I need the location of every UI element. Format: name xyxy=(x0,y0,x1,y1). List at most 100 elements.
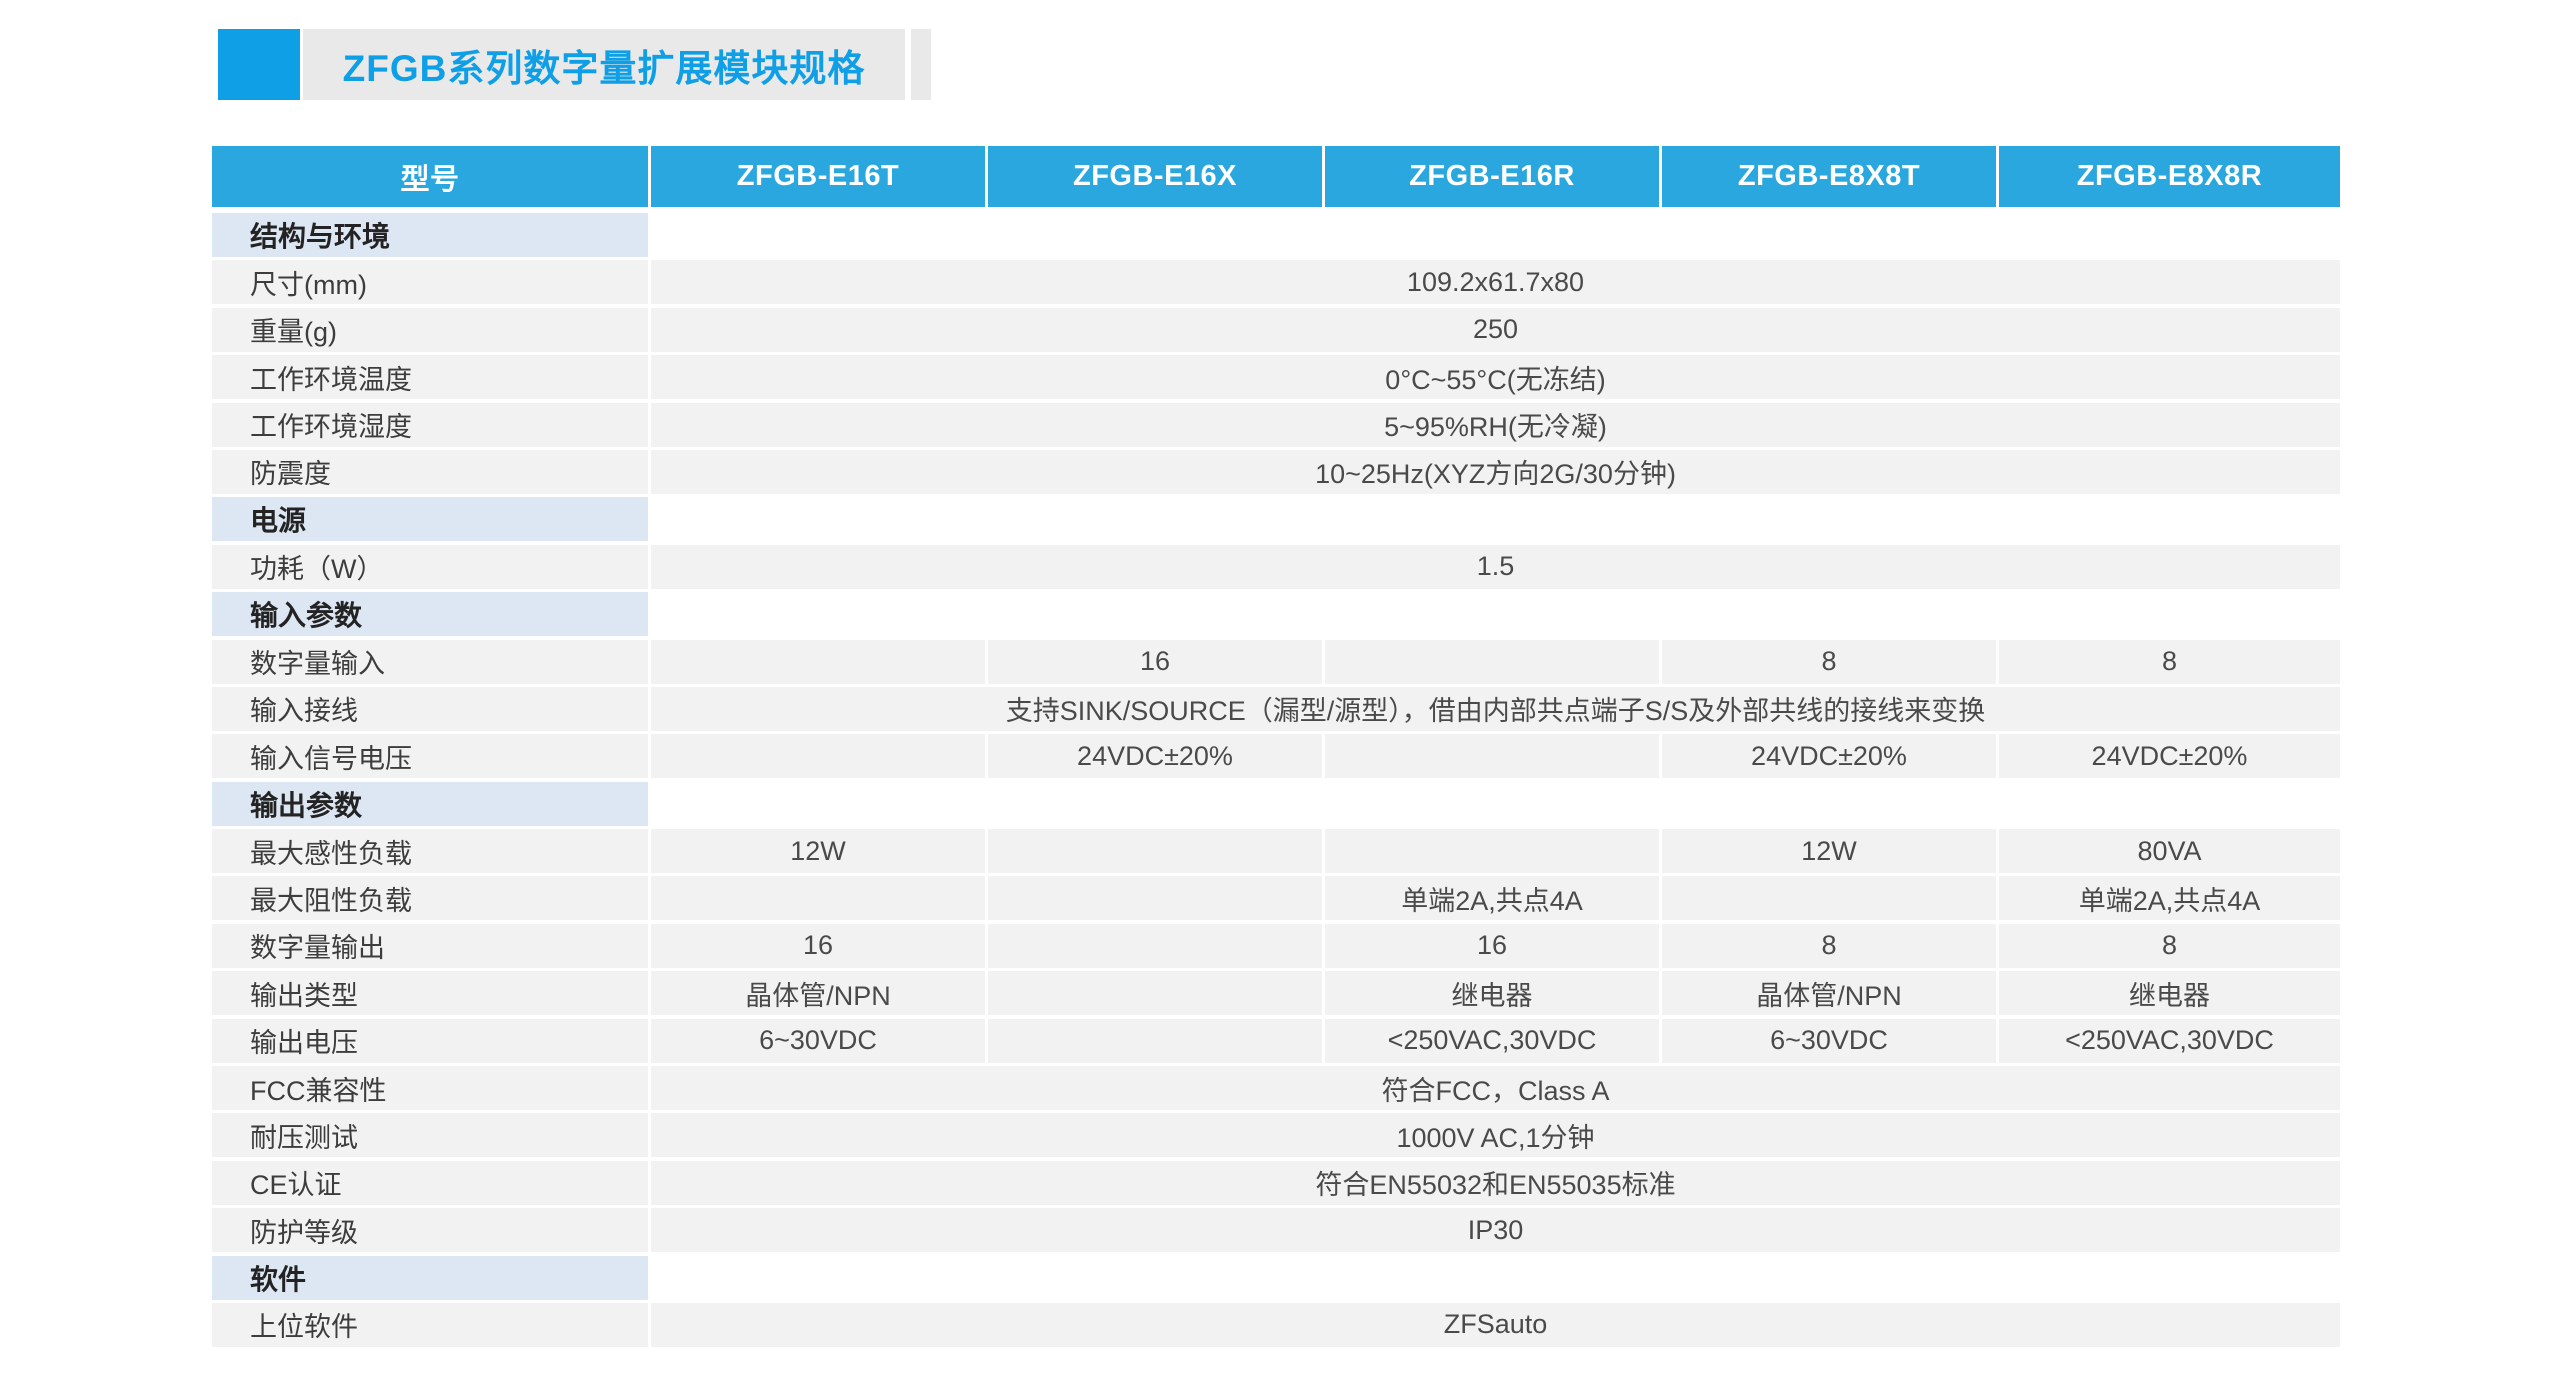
row-label: 数字量输入 xyxy=(212,639,648,684)
header-cell-product: ZFGB-E16R xyxy=(1325,146,1659,207)
spec-row: 防护等级 IP30 xyxy=(212,1208,2340,1253)
header-cell-model: 型号 xyxy=(212,146,648,207)
spec-value: <250VAC,30VDC xyxy=(1325,1018,1659,1063)
row-label: 最大感性负载 xyxy=(212,829,648,874)
table-body: 结构与环境 尺寸(mm) 109.2x61.7x80 重量(g) 250 工作环境温度 0°… xyxy=(212,213,2340,1347)
spec-row: 输入信号电压 24VDC±20% 24VDC±20% 24VDC±20% xyxy=(212,734,2340,779)
row-label: 输入信号电压 xyxy=(212,734,648,779)
section-row: 软件 xyxy=(212,1255,2340,1300)
row-label: 结构与环境 xyxy=(212,213,648,257)
header-cell-product: ZFGB-E16X xyxy=(988,146,1322,207)
spec-value: ZFSauto xyxy=(651,1302,2340,1347)
spec-row: 尺寸(mm) 109.2x61.7x80 xyxy=(212,260,2340,305)
spec-value xyxy=(988,971,1322,1016)
spec-value: 24VDC±20% xyxy=(1662,734,1996,779)
row-label: 尺寸(mm) xyxy=(212,260,648,305)
spec-value: 8 xyxy=(1662,923,1996,968)
row-label: 防护等级 xyxy=(212,1208,648,1253)
spec-row: CE认证 符合EN55032和EN55035标准 xyxy=(212,1160,2340,1205)
spec-value xyxy=(988,829,1322,874)
spec-value: 16 xyxy=(1325,923,1659,968)
spec-value: 继电器 xyxy=(1999,971,2340,1016)
table-header-row: 型号 ZFGB-E16T ZFGB-E16X ZFGB-E16R ZFGB-E8X8T Z… xyxy=(212,146,2340,207)
spec-row: 最大感性负载 12W 12W 80VA xyxy=(212,829,2340,874)
spec-value: 符合FCC，Class A xyxy=(651,1066,2340,1111)
spec-row: 耐压测试 1000V AC,1分钟 xyxy=(212,1113,2340,1158)
spec-value: 5~95%RH(无冷凝) xyxy=(651,402,2340,447)
spec-row: 重量(g) 250 xyxy=(212,307,2340,352)
spec-value xyxy=(1325,639,1659,684)
row-label: 功耗（W） xyxy=(212,544,648,589)
spec-value: 16 xyxy=(651,923,985,968)
spec-value: 符合EN55032和EN55035标准 xyxy=(651,1160,2340,1205)
row-label: 工作环境温度 xyxy=(212,355,648,400)
row-label: 数字量输出 xyxy=(212,923,648,968)
spec-value: 支持SINK/SOURCE（漏型/源型），借由内部共点端子S/S及外部共线的接线… xyxy=(651,686,2340,731)
spec-row: 工作环境湿度 5~95%RH(无冷凝) xyxy=(212,402,2340,447)
title-bar-sliver xyxy=(911,29,931,100)
spec-value xyxy=(988,1018,1322,1063)
spec-value: 1000V AC,1分钟 xyxy=(651,1113,2340,1158)
section-row: 输入参数 xyxy=(212,592,2340,637)
spec-row: 数字量输入 16 8 8 xyxy=(212,639,2340,684)
spec-value: 6~30VDC xyxy=(651,1018,985,1063)
spec-value: 10~25Hz(XYZ方向2G/30分钟) xyxy=(651,449,2340,494)
spec-value xyxy=(651,734,985,779)
row-label: 输出电压 xyxy=(212,1018,648,1063)
spec-value: 8 xyxy=(1662,639,1996,684)
spec-row: 工作环境温度 0°C~55°C(无冻结) xyxy=(212,355,2340,400)
spec-value xyxy=(1662,876,1996,921)
spec-row: 上位软件 ZFSauto xyxy=(212,1302,2340,1347)
title-bar: ZFGB系列数字量扩展模块规格 xyxy=(303,29,905,100)
row-label: 输入参数 xyxy=(212,592,648,637)
header-cell-product: ZFGB-E8X8T xyxy=(1662,146,1996,207)
title-accent-square xyxy=(218,29,300,100)
row-label: 输出类型 xyxy=(212,971,648,1016)
row-label: 软件 xyxy=(212,1255,648,1300)
row-label: 耐压测试 xyxy=(212,1113,648,1158)
spec-value xyxy=(651,639,985,684)
row-label: CE认证 xyxy=(212,1160,648,1205)
spec-value: 6~30VDC xyxy=(1662,1018,1996,1063)
row-label: 最大阻性负载 xyxy=(212,876,648,921)
spec-value: 单端2A,共点4A xyxy=(1999,876,2340,921)
spec-value xyxy=(988,923,1322,968)
spec-row: 功耗（W） 1.5 xyxy=(212,544,2340,589)
row-label: 防震度 xyxy=(212,449,648,494)
spec-value xyxy=(651,876,985,921)
row-label: 重量(g) xyxy=(212,307,648,352)
spec-value: 8 xyxy=(1999,639,2340,684)
spec-value: 8 xyxy=(1999,923,2340,968)
row-label: 输入接线 xyxy=(212,686,648,731)
row-label: 工作环境湿度 xyxy=(212,402,648,447)
spec-row: 防震度 10~25Hz(XYZ方向2G/30分钟) xyxy=(212,449,2340,494)
spec-table: 型号 ZFGB-E16T ZFGB-E16X ZFGB-E16R ZFGB-E8X8T Z… xyxy=(212,146,2340,1347)
header-cell-product: ZFGB-E16T xyxy=(651,146,985,207)
spec-value: 1.5 xyxy=(651,544,2340,589)
spec-value: 80VA xyxy=(1999,829,2340,874)
spec-value: 24VDC±20% xyxy=(1999,734,2340,779)
spec-value: 0°C~55°C(无冻结) xyxy=(651,355,2340,400)
spec-row: FCC兼容性 符合FCC，Class A xyxy=(212,1066,2340,1111)
row-label: 输出参数 xyxy=(212,781,648,826)
spec-value: 16 xyxy=(988,639,1322,684)
header-cell-product: ZFGB-E8X8R xyxy=(1999,146,2340,207)
spec-value: 晶体管/NPN xyxy=(651,971,985,1016)
spec-value: 24VDC±20% xyxy=(988,734,1322,779)
spec-value: 12W xyxy=(651,829,985,874)
spec-value: 单端2A,共点4A xyxy=(1325,876,1659,921)
spec-value: 继电器 xyxy=(1325,971,1659,1016)
spec-value: <250VAC,30VDC xyxy=(1999,1018,2340,1063)
row-label: FCC兼容性 xyxy=(212,1066,648,1111)
spec-value: 晶体管/NPN xyxy=(1662,971,1996,1016)
row-label: 电源 xyxy=(212,497,648,542)
section-row: 电源 xyxy=(212,497,2340,542)
spec-value xyxy=(1325,734,1659,779)
spec-value: 12W xyxy=(1662,829,1996,874)
row-label: 上位软件 xyxy=(212,1302,648,1347)
page-title: ZFGB系列数字量扩展模块规格 xyxy=(342,47,866,89)
spec-value xyxy=(988,876,1322,921)
spec-value: IP30 xyxy=(651,1208,2340,1253)
spec-value xyxy=(1325,829,1659,874)
spec-row: 输出电压 6~30VDC <250VAC,30VDC 6~30VDC <250VAC,3… xyxy=(212,1018,2340,1063)
